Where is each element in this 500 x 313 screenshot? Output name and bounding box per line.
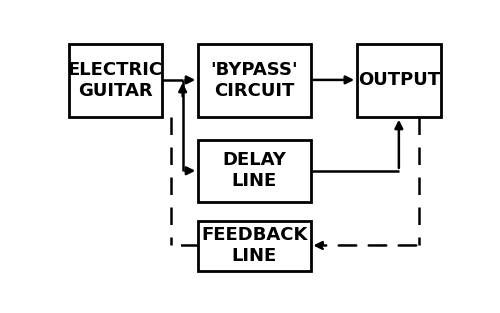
Bar — [198, 221, 310, 271]
Text: FEEDBACK
LINE: FEEDBACK LINE — [201, 226, 308, 265]
Text: 'BYPASS'
CIRCUIT: 'BYPASS' CIRCUIT — [210, 61, 298, 100]
Bar — [68, 44, 162, 117]
Text: ELECTRIC
GUITAR: ELECTRIC GUITAR — [68, 61, 163, 100]
Text: DELAY
LINE: DELAY LINE — [222, 151, 286, 190]
Bar — [198, 140, 310, 202]
Text: OUTPUT: OUTPUT — [358, 71, 440, 89]
Bar — [357, 44, 440, 117]
Bar — [198, 44, 310, 117]
